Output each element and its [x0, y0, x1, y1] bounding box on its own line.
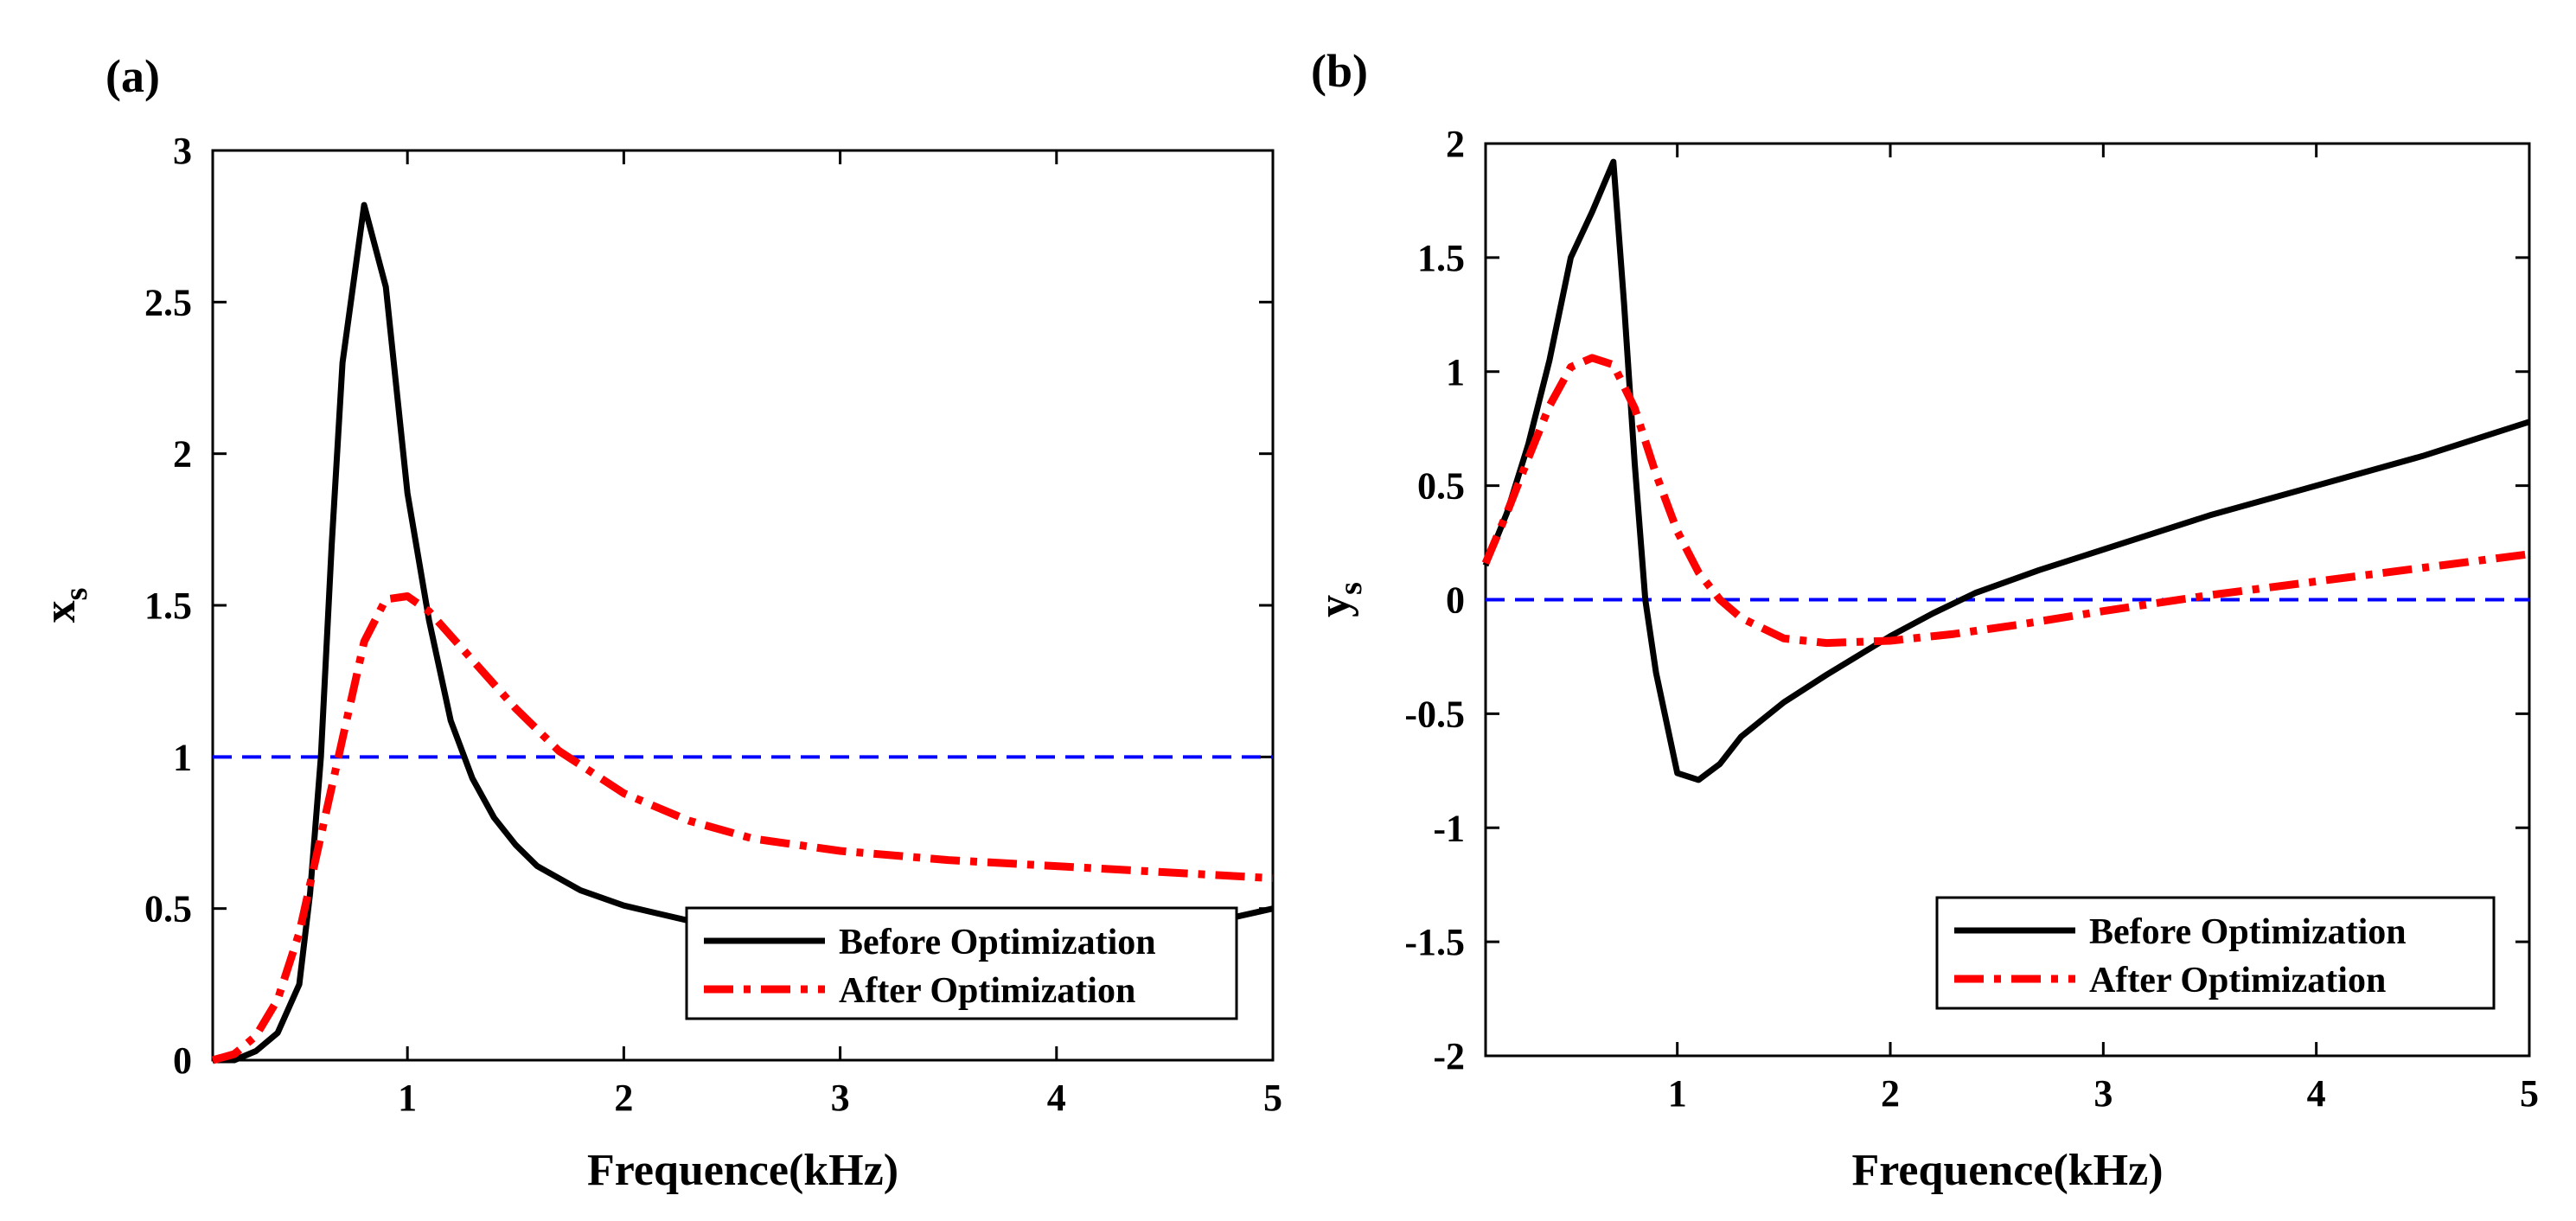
legend-label: Before Optimization: [839, 923, 1156, 962]
y-tick-label: 1.5: [1417, 237, 1465, 279]
x-tick-label: 4: [2307, 1072, 2326, 1115]
y-tick-label: -1.5: [1404, 921, 1465, 963]
chart-panel-a: 1 2 3 4 5 0 0.5 1 1.5 2 2.5 3 Before Optimization Aft…: [35, 50, 1282, 1195]
y-tick-label: 3: [173, 130, 192, 172]
panel-label: (b): [1311, 45, 1368, 97]
x-tick-label: 3: [831, 1077, 850, 1119]
y-axis-label-main: x: [35, 600, 85, 623]
y-tick-label: 0.5: [1417, 465, 1465, 508]
legend-box: [685, 906, 1238, 1020]
y-tick-label: 1: [1446, 351, 1465, 393]
y-tick-label: -1: [1433, 807, 1465, 849]
y-tick-label: 2: [1446, 123, 1465, 165]
series-line-after: [1481, 354, 2530, 648]
y-axis-label: ys: [1310, 582, 1369, 617]
panel-label: (a): [105, 50, 160, 102]
y-tick-label: 1: [173, 736, 192, 778]
x-tick-label: 4: [1047, 1077, 1066, 1119]
y-tick-label: 2.5: [144, 281, 192, 323]
x-tick-label: 5: [1263, 1077, 1282, 1119]
y-tick-label: -2: [1433, 1035, 1465, 1077]
y-tick-label: 1.5: [144, 585, 192, 627]
y-tick-label: 0: [1446, 579, 1465, 622]
y-axis-label: xs: [35, 588, 94, 623]
x-axis-label: Frequence(kHz): [1851, 1146, 2163, 1195]
legend: Before Optimization After Optimization: [1935, 896, 2496, 1010]
x-tick-label: 3: [2093, 1072, 2113, 1115]
y-axis-label-sub: s: [1333, 582, 1369, 595]
legend-label: After Optimization: [839, 971, 1135, 1011]
x-tick-label: 5: [2520, 1072, 2539, 1115]
x-tick-label: 1: [1668, 1072, 1687, 1115]
x-axis-label: Frequence(kHz): [587, 1146, 898, 1195]
chart-panel-b: 1 2 3 4 5 -2 -1.5 -1 -0.5 0 0.5 1 1.5 2 Before Optimiz…: [1310, 45, 2539, 1195]
y-tick-label: 0: [173, 1039, 192, 1082]
series-line-before: [1482, 158, 2531, 783]
legend: Before Optimization After Optimization: [685, 906, 1238, 1020]
legend-label: Before Optimization: [2089, 912, 2407, 952]
y-axis-label-sub: s: [58, 588, 94, 601]
y-tick-label: 0.5: [144, 888, 192, 930]
legend-box: [1935, 896, 2496, 1010]
series-line-after: [211, 592, 1274, 1064]
x-tick-label: 2: [614, 1077, 633, 1119]
y-tick-label: 2: [173, 433, 192, 476]
y-axis-label-main: y: [1310, 595, 1359, 617]
y-tick-label: -0.5: [1404, 693, 1465, 735]
x-tick-label: 2: [1881, 1072, 1900, 1115]
x-tick-label: 1: [398, 1077, 417, 1119]
legend-label: After Optimization: [2089, 961, 2386, 1000]
